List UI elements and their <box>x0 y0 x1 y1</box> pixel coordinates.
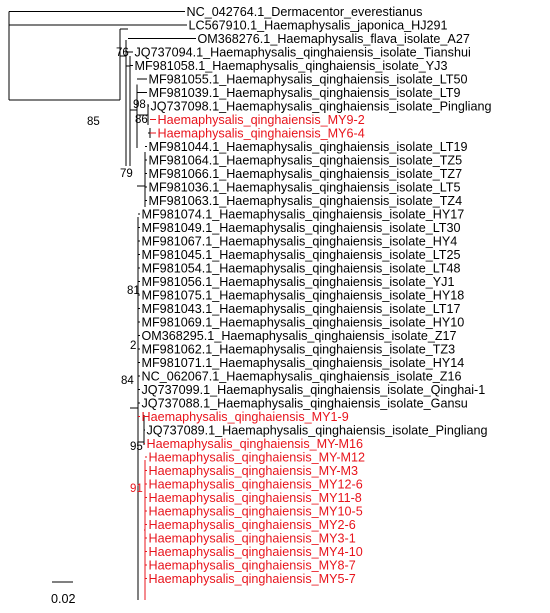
taxon-label: MF981063.1_Haemaphysalis_qinghaiensis_is… <box>149 194 463 208</box>
taxon-label: JQ737088.1_Haemaphysalis_qinghaiensis_is… <box>142 396 468 410</box>
taxon-label: Haemaphysalis_qinghaiensis_MY-M16 <box>147 437 364 451</box>
taxon-label: MF981069.1_Haemaphysalis_qinghaiensis_is… <box>142 315 465 329</box>
taxon-label: MF981036.1_Haemaphysalis_qinghaiensis_is… <box>149 180 461 194</box>
taxon-label: OM368276.1_Haemaphysalis_flava_isolate_A… <box>198 32 470 46</box>
bootstrap-value: 98 <box>133 99 146 111</box>
taxon-label: Haemaphysalis_qinghaiensis_MY2-6 <box>149 518 356 532</box>
taxon-label: MF981043.1_Haemaphysalis_qinghaiensis_is… <box>142 302 461 316</box>
taxon-label: Haemaphysalis_qinghaiensis_MY11-8 <box>149 491 362 505</box>
taxon-label: Haemaphysalis_qinghaiensis_MY8-7 <box>149 558 356 572</box>
bootstrap-value: 86 <box>135 114 148 126</box>
bootstrap-value: 84 <box>121 375 134 387</box>
taxon-label: MF981067.1_Haemaphysalis_qinghaiensis_is… <box>142 234 458 248</box>
bootstrap-value: 95 <box>130 441 143 453</box>
taxon-label: Haemaphysalis_qinghaiensis_MY5-7 <box>149 572 356 586</box>
taxon-label: Haemaphysalis_qinghaiensis_MY1-9 <box>142 410 349 424</box>
taxon-label: MF981075.1_Haemaphysalis_qinghaiensis_is… <box>142 288 465 302</box>
taxon-label: MF981044.1_Haemaphysalis_qinghaiensis_is… <box>149 140 468 154</box>
bootstrap-value: 76 <box>116 47 129 59</box>
bootstrap-value: 2 <box>130 340 136 352</box>
taxon-label: JQ737094.1_Haemaphysalis_qinghaiensis_is… <box>135 45 471 59</box>
taxon-label: MF981039.1_Haemaphysalis_qinghaiensis_is… <box>149 86 461 100</box>
taxon-label: MF981062.1_Haemaphysalis_qinghaiensis_is… <box>142 342 456 356</box>
taxon-label: Haemaphysalis_qinghaiensis_MY4-10 <box>149 545 363 559</box>
taxon-label: MF981054.1_Haemaphysalis_qinghaiensis_is… <box>142 261 461 275</box>
taxon-label: MF981058.1_Haemaphysalis_qinghaiensis_is… <box>135 59 448 73</box>
taxon-label: MF981055.1_Haemaphysalis_qinghaiensis_is… <box>149 72 468 86</box>
scale-bar-label: 0.02 <box>51 592 76 606</box>
taxon-label: Haemaphysalis_qinghaiensis_MY-M12 <box>149 450 366 464</box>
taxon-label: JQ737098.1_Haemaphysalis_qinghaiensis_is… <box>151 99 492 113</box>
taxon-label: OM368295.1_Haemaphysalis_qinghaiensis_is… <box>142 329 457 343</box>
taxon-label: LC567910.1_Haemaphysalis_japonica_HJ291 <box>189 18 448 32</box>
taxon-label: Haemaphysalis_qinghaiensis_MY3-1 <box>149 531 356 545</box>
taxon-label: MF981071.1_Haemaphysalis_qinghaiensis_is… <box>142 356 465 370</box>
taxon-label: Haemaphysalis_qinghaiensis_MY6-4 <box>158 126 365 140</box>
taxon-label: Haemaphysalis_qinghaiensis_MY9-2 <box>158 113 365 127</box>
taxon-label: MF981074.1_Haemaphysalis_qinghaiensis_is… <box>142 207 465 221</box>
taxon-label: MF981056.1_Haemaphysalis_qinghaiensis_is… <box>142 275 455 289</box>
bootstrap-value: 79 <box>120 168 133 180</box>
taxon-label: JQ737089.1_Haemaphysalis_qinghaiensis_is… <box>147 423 488 437</box>
taxon-label: Haemaphysalis_qinghaiensis_MY12-6 <box>149 477 363 491</box>
bootstrap-value: 85 <box>87 116 100 128</box>
taxon-label: JQ737099.1_Haemaphysalis_qinghaiensis_is… <box>142 383 486 397</box>
bootstrap-value: 81 <box>127 285 140 297</box>
taxon-label: MF981045.1_Haemaphysalis_qinghaiensis_is… <box>142 248 461 262</box>
taxon-label: Haemaphysalis_qinghaiensis_MY10-5 <box>149 504 363 518</box>
taxon-label: NC_042764.1_Dermacentor_everestianus <box>187 5 423 19</box>
taxon-label: Haemaphysalis_qinghaiensis_MY-M3 <box>149 464 359 478</box>
taxon-label: MF981064.1_Haemaphysalis_qinghaiensis_is… <box>149 153 463 167</box>
taxon-label: NC_062067.1_Haemaphysalis_qinghaiensis_i… <box>142 369 462 383</box>
taxon-label: MF981066.1_Haemaphysalis_qinghaiensis_is… <box>149 167 463 181</box>
bootstrap-value: 91 <box>130 483 143 495</box>
taxon-label: MF981049.1_Haemaphysalis_qinghaiensis_is… <box>142 221 461 235</box>
